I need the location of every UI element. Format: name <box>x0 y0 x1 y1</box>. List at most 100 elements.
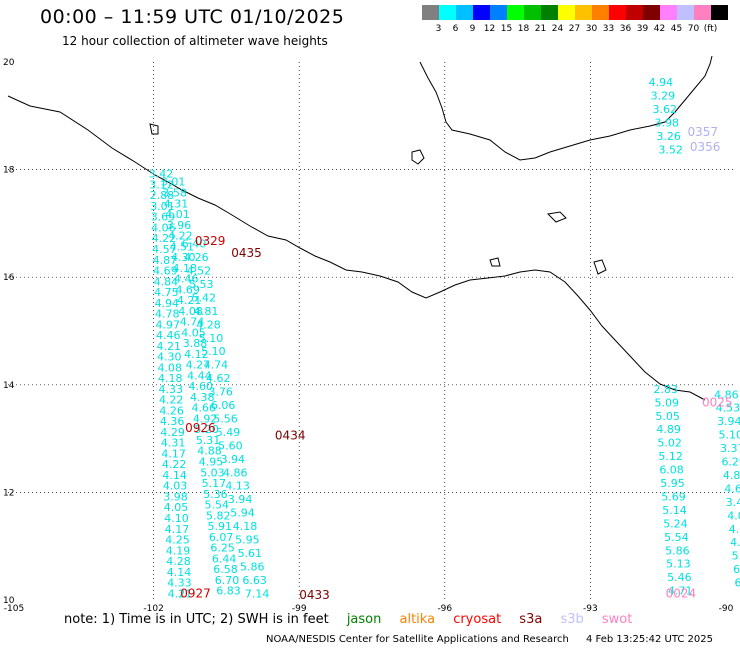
longitude-label: -105 <box>4 604 24 614</box>
wave-height-value: 5.03 <box>200 466 225 479</box>
wave-height-value: 4.62 <box>206 372 231 385</box>
track-right-2: 2.835.095.054.895.025.126.085.955.695.14… <box>653 383 692 598</box>
wave-height-value: 4.22 <box>152 232 177 245</box>
wave-height-value: 6.63 <box>242 574 267 587</box>
satellite-legend-item: s3b <box>560 612 588 627</box>
wave-height-value: 5.56 <box>213 412 238 425</box>
track-right-1: 4.943.293.623.983.263.52 <box>649 76 683 156</box>
wave-height-value: 4.12 <box>184 348 209 361</box>
wave-height-value: 5.86 <box>240 560 264 573</box>
note-text: note: 1) Time is in UTC; 2) SWH is in fe… <box>64 612 329 627</box>
wave-height-value: 4.66 <box>191 402 216 415</box>
wave-height-value: 4.18 <box>158 372 183 385</box>
color-scale-label: 70 <box>687 24 700 34</box>
island-3 <box>149 123 159 135</box>
color-scale-label: 45 <box>670 24 683 34</box>
pass-time-label: 0357 <box>687 125 718 139</box>
wave-height-value: 5.10 <box>199 332 224 345</box>
wave-height-value: 4.81 <box>194 305 219 318</box>
color-scale-label: 33 <box>602 24 615 34</box>
wave-height-value: 5.60 <box>218 439 243 452</box>
island-4 <box>593 259 607 275</box>
color-swatch <box>677 5 694 20</box>
wave-height-value: 5.82 <box>206 509 231 522</box>
wave-height-value: 4.05 <box>181 326 206 339</box>
wave-height-value: 4.22 <box>159 394 184 407</box>
wave-height-value: 5.54 <box>205 499 230 512</box>
wave-height-value: 6.07 <box>209 531 234 544</box>
wave-height-value: 4.91 <box>730 536 740 549</box>
wave-height-value: 4.46 <box>156 329 181 342</box>
wave-height-value: 4.57 <box>152 243 177 256</box>
wave-height-value: 3.29 <box>651 90 676 103</box>
wave-height-value: 4.46 <box>174 273 199 286</box>
wave-height-value: 4.17 <box>165 523 190 536</box>
color-swatch <box>524 5 541 20</box>
color-swatch <box>626 5 643 20</box>
wave-height-value: 5.36 <box>203 488 228 501</box>
color-swatch <box>473 5 490 20</box>
wave-height-value: 4.86 <box>714 388 739 401</box>
wave-height-value: 5.31 <box>196 434 221 447</box>
wave-height-value: 6.02 <box>735 577 740 590</box>
map-title: 00:00 – 11:59 UTC 01/10/2025 <box>40 6 345 28</box>
wave-height-value: 4.86 <box>723 469 740 482</box>
wave-height-value: 5.53 <box>189 278 214 291</box>
color-scale-label: 9 <box>469 24 476 34</box>
track-left-1: 3.423.122.883.013.694.064.224.574.874.69… <box>149 168 192 601</box>
graticule <box>8 62 736 600</box>
wave-height-value: 4.28 <box>196 318 221 331</box>
wave-height-value: 3.94 <box>228 493 253 506</box>
wave-height-value: 5.05 <box>655 410 680 423</box>
wave-height-value: 4.01 <box>165 208 190 221</box>
wave-height-value: 5.69 <box>661 490 686 503</box>
wave-height-value: 5.94 <box>230 507 255 520</box>
wave-height-value: 4.21 <box>157 340 182 353</box>
wave-height-value: 4.22 <box>162 458 187 471</box>
satellite-legend-item: cryosat <box>453 612 506 627</box>
latitude-label: 18 <box>3 166 15 176</box>
wave-height-value: 4.17 <box>161 447 186 460</box>
color-scale-label: 39 <box>636 24 649 34</box>
pass-time-label: 0024 <box>666 586 697 600</box>
wave-height-value: 4.25 <box>165 534 190 547</box>
wave-height-value: 5.91 <box>207 520 232 533</box>
wave-height-value: 4.28 <box>166 555 191 568</box>
pass-time-label: 0025 <box>702 395 733 409</box>
wave-height-value: 7.14 <box>245 587 269 600</box>
wave-height-value: 3.69 <box>151 211 176 224</box>
satellite-legend-item: altika <box>399 612 440 627</box>
pass-time-label: 0435 <box>231 246 262 260</box>
wave-height-value: 5.49 <box>216 426 241 439</box>
wave-height-value: 4.44 <box>187 369 212 382</box>
color-swatch <box>592 5 609 20</box>
wave-height-value: 6.83 <box>216 585 241 598</box>
altimeter-tracks: 3.423.122.883.013.694.064.224.574.874.69… <box>149 76 740 600</box>
satellite-legend-item: s3a <box>519 612 547 627</box>
wave-height-value: 5.95 <box>235 534 259 547</box>
wave-height-value: 3.96 <box>167 219 192 232</box>
wave-height-value: 4.38 <box>190 391 215 404</box>
wave-height-value: 6.70 <box>215 574 240 587</box>
color-scale-label: 42 <box>653 24 666 34</box>
color-swatch <box>541 5 558 20</box>
longitude-label: -102 <box>143 604 163 614</box>
color-swatch <box>422 5 439 20</box>
coastline <box>7 55 713 401</box>
latitude-label: 10 <box>3 596 15 606</box>
color-swatch <box>694 5 711 20</box>
wave-height-value: 4.33 <box>167 577 192 590</box>
wave-height-value: 5.86 <box>665 544 690 557</box>
track-right-3: 4.864.533.945.103.376.294.864.663.454.04… <box>714 388 740 589</box>
wave-height-value: 4.30 <box>157 351 182 364</box>
wave-height-value: 3.76 <box>208 386 233 399</box>
wave-height-value: 6.40 <box>182 238 207 251</box>
map-subtitle: 12 hour collection of altimeter wave hei… <box>62 34 328 48</box>
color-swatch <box>643 5 660 20</box>
color-scale-label: 12 <box>483 24 496 34</box>
wave-height-value: 6.25 <box>210 542 235 555</box>
color-swatch <box>439 5 456 20</box>
color-swatch <box>558 5 575 20</box>
color-swatch <box>575 5 592 20</box>
wave-height-value: 4.05 <box>164 501 189 514</box>
